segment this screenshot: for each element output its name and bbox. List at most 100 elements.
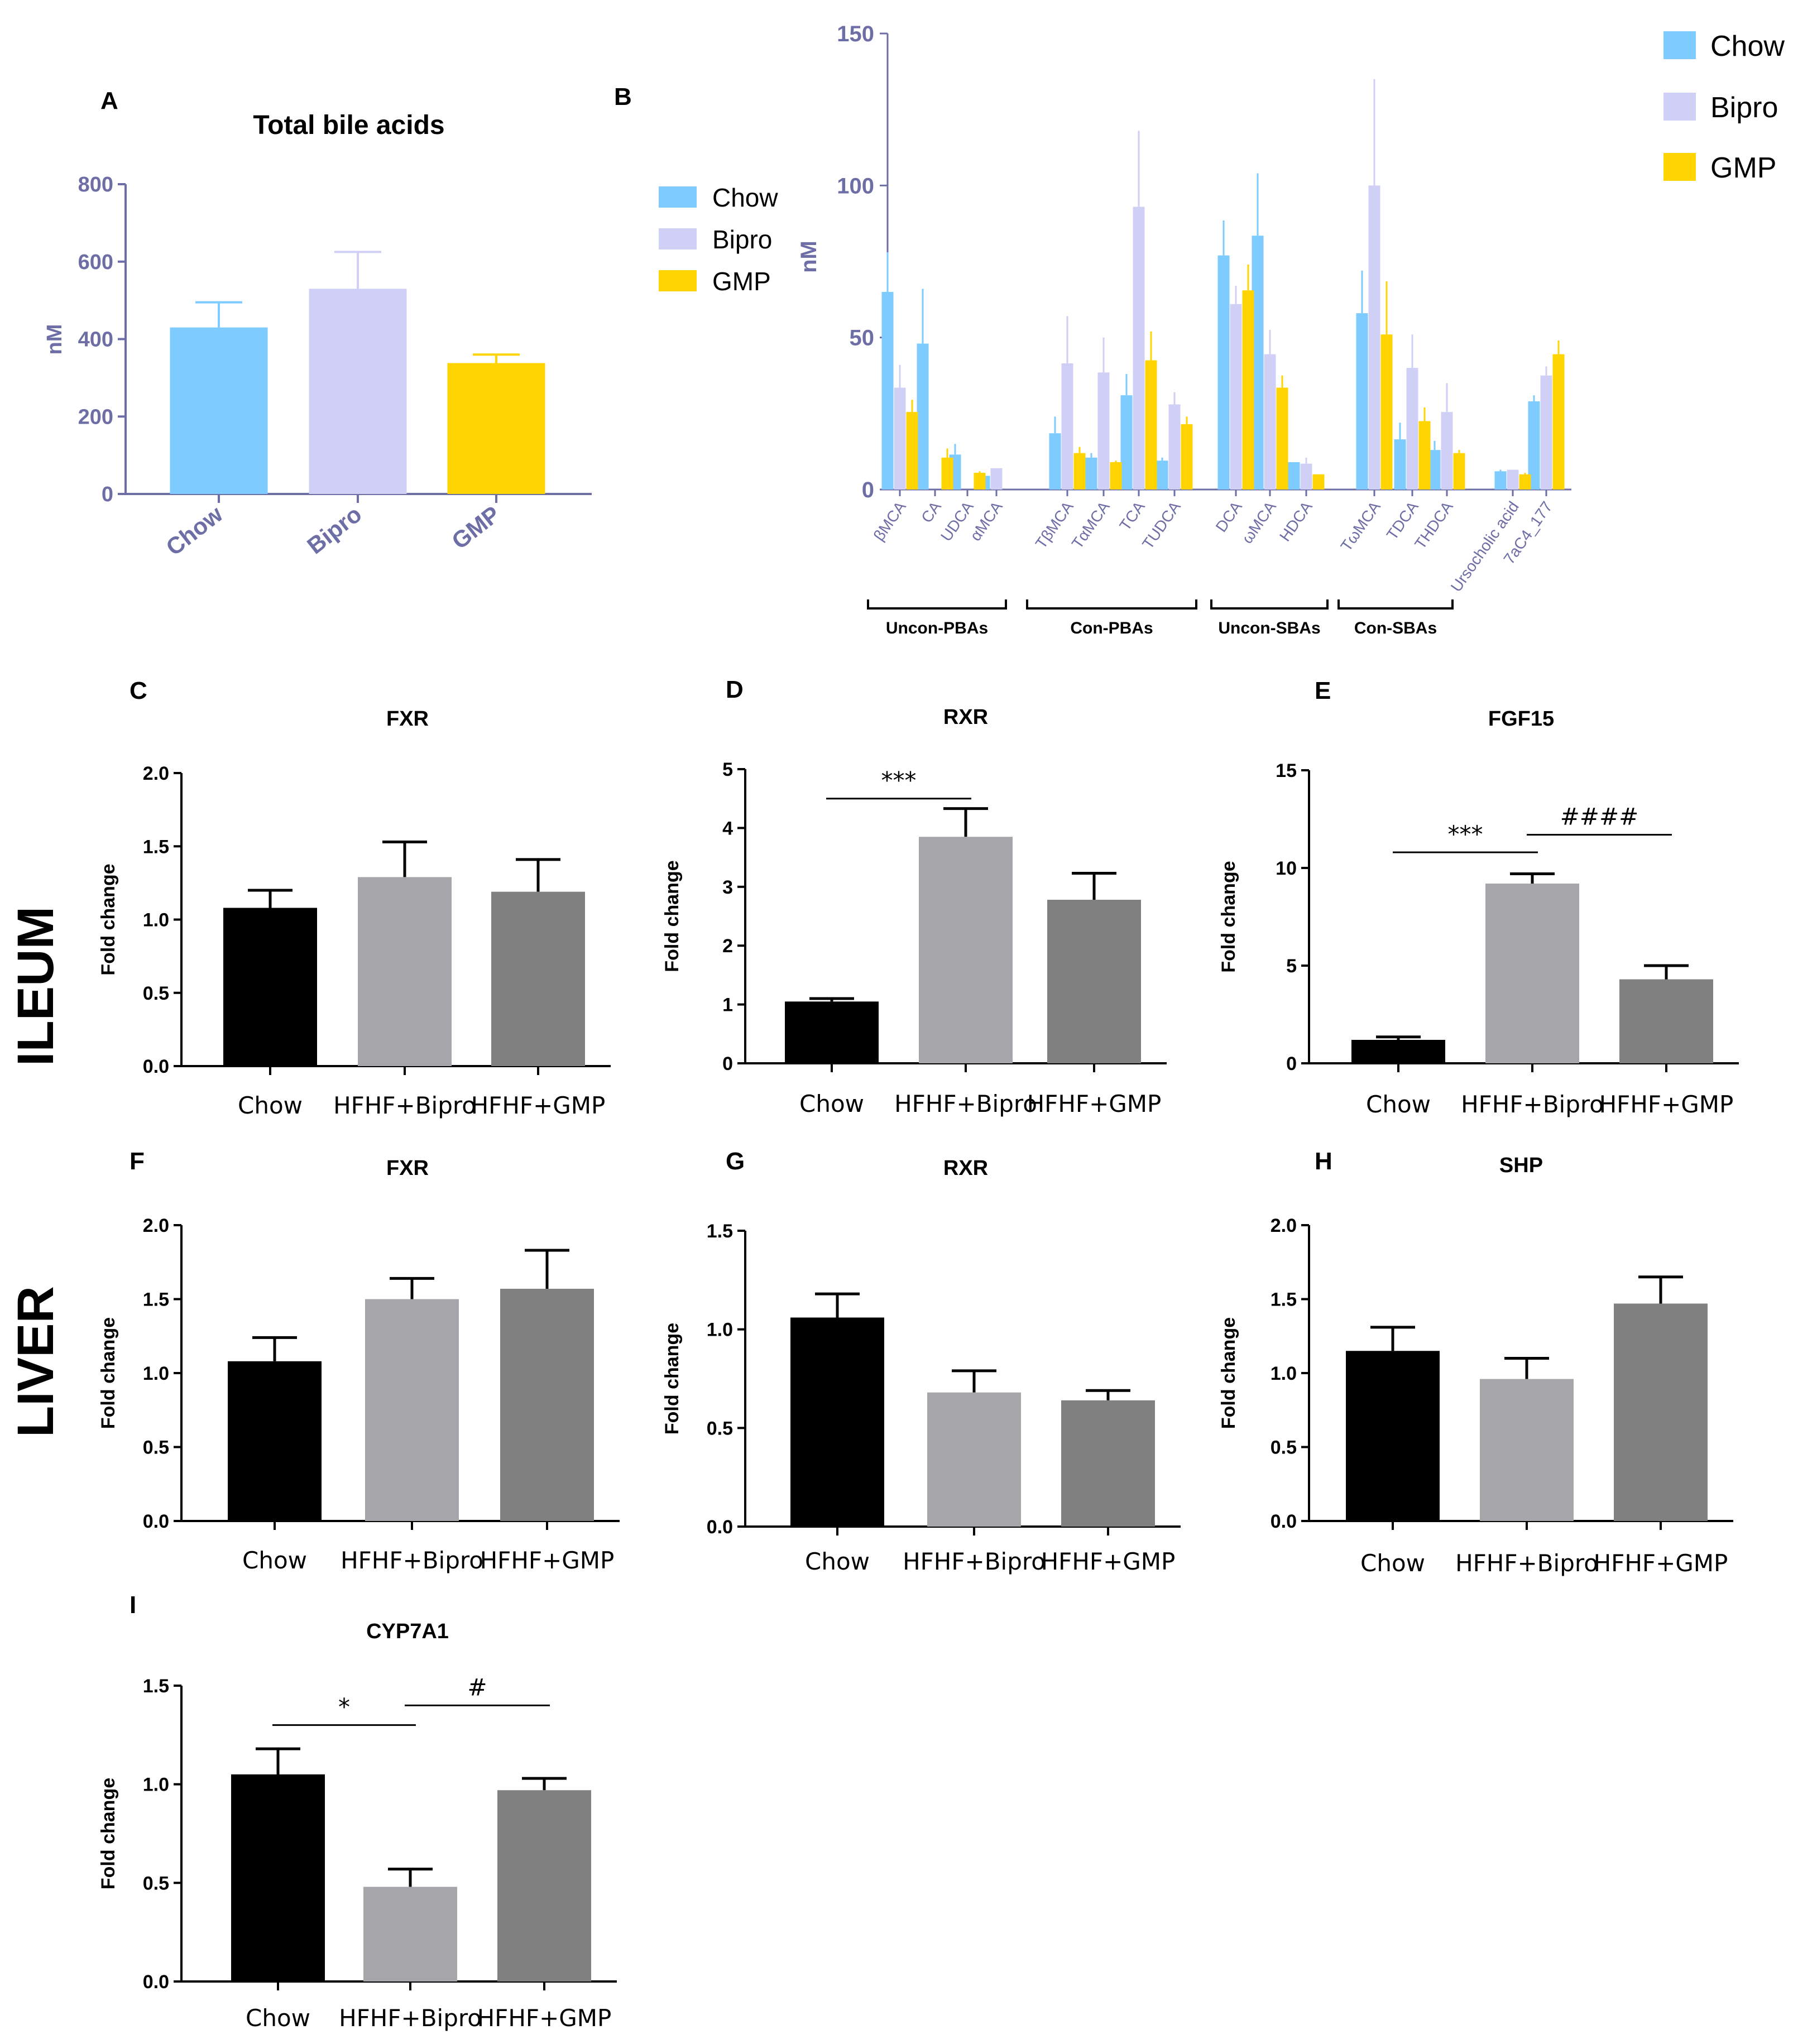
x-tick-label: HFHF+GMP (471, 1092, 606, 1119)
y-axis-label: Fold change (98, 1317, 119, 1429)
bar-gmp (447, 363, 545, 494)
bar (1619, 979, 1713, 1063)
x-tick-label: βMCA (870, 498, 910, 544)
bar-gmp (1453, 453, 1465, 490)
panel-letter: C (130, 677, 147, 704)
panel-letter: E (1315, 677, 1331, 704)
x-tick-label: HFHF+Bipro (894, 1090, 1037, 1117)
x-tick-label: Chow (246, 2004, 310, 2032)
bar-chow (1085, 457, 1097, 490)
group-label: Con-SBAs (1354, 619, 1437, 637)
legend-label: GMP (712, 267, 771, 296)
y-tick-label: 5 (1286, 956, 1297, 977)
bar-chow (1120, 395, 1133, 490)
bar-gmp (1552, 354, 1565, 490)
group-label: Uncon-PBAs (886, 619, 988, 637)
bar-bipro (1061, 363, 1073, 490)
x-tick-label: DCA (1212, 498, 1245, 535)
chart-title: RXR (943, 706, 988, 729)
panel-f: F FXR Fold change 0.0 0.5 1.0 1.5 2.0 Chow HFHF+B… (98, 1148, 620, 1574)
y-axis-label: nM (797, 241, 821, 273)
bar (919, 837, 1013, 1063)
bar (790, 1317, 884, 1527)
y-tick-label: 15 (1276, 760, 1297, 781)
x-tick-label: Chow (799, 1090, 864, 1117)
group-bracket (1210, 599, 1329, 610)
legend-label: GMP (1710, 152, 1776, 184)
bar-bipro (1507, 469, 1519, 490)
x-tick-label: HFHF+Bipro (339, 2004, 482, 2032)
bar-bipro (1368, 185, 1380, 490)
bar (1614, 1303, 1708, 1521)
bar-chow (881, 291, 894, 490)
bar-gmp (1276, 387, 1288, 490)
liver-label: LIVER (7, 1286, 64, 1437)
bar-gmp (1312, 474, 1325, 490)
chart-title: FGF15 (1488, 707, 1554, 731)
group-label: Con-PBAs (1070, 619, 1153, 637)
bar (927, 1392, 1021, 1527)
legend-swatch (659, 228, 697, 249)
bar-bipro (1230, 304, 1242, 490)
group-bracket (1337, 599, 1454, 610)
bar-bipro (894, 387, 906, 490)
bar (231, 1774, 325, 1981)
y-tick-label: 600 (78, 251, 113, 274)
y-tick-label: 1.0 (1271, 1363, 1297, 1384)
y-tick-label: 0.0 (1271, 1511, 1297, 1532)
panel-letter: D (726, 676, 744, 703)
bar-gmp (1519, 474, 1531, 490)
chart-title: FXR (386, 707, 429, 731)
x-tick-label: TUDCA (1139, 498, 1184, 552)
y-tick-label: 3 (722, 877, 733, 898)
legend-label: Chow (1710, 30, 1785, 63)
y-tick-label: 150 (837, 22, 874, 46)
x-tick-label: HFHF+Bipro (1461, 1091, 1604, 1118)
y-axis-label: Fold change (1218, 1317, 1239, 1429)
y-tick-label: 0.5 (1271, 1437, 1297, 1458)
bar-chow (917, 343, 929, 490)
bar-bipro (990, 468, 1003, 490)
bar-chow (1356, 313, 1368, 490)
y-tick-label: 2.0 (143, 1215, 169, 1236)
x-tick-label: Chow (1366, 1091, 1431, 1118)
bar-gmp (974, 473, 986, 490)
bar-chow (1528, 401, 1540, 490)
bar (500, 1288, 594, 1521)
panel-letter: B (614, 83, 632, 111)
x-tick-label: Chow (242, 1547, 307, 1574)
ileum-label: ILEUM (7, 906, 64, 1066)
bar (363, 1887, 457, 1981)
significance-label: #### (1560, 803, 1639, 831)
chart-title: SHP (1499, 1154, 1543, 1177)
x-tick-label: TαMCA (1068, 498, 1113, 551)
y-tick-label: 5 (722, 759, 733, 780)
bar (365, 1299, 459, 1521)
bar-chow (1252, 236, 1264, 490)
bar (1351, 1040, 1445, 1063)
y-axis-label: Fold change (1218, 861, 1239, 972)
legend-swatch (659, 270, 697, 291)
bar (228, 1361, 322, 1521)
bar-bipro (1264, 354, 1276, 490)
chart-title: RXR (943, 1157, 988, 1180)
bar (1047, 899, 1141, 1063)
y-tick-label: 0 (102, 483, 113, 506)
y-tick-label: 2.0 (1271, 1215, 1297, 1236)
legend-swatch (1663, 93, 1696, 121)
y-tick-label: 2 (722, 935, 733, 957)
legend-swatch (659, 186, 697, 208)
bar (497, 1790, 591, 1981)
y-tick-label: 400 (78, 328, 113, 352)
bar-chow (1394, 439, 1406, 490)
bar-chow (1428, 450, 1441, 490)
x-tick-label: TCA (1116, 498, 1148, 534)
y-axis-label: nM (43, 324, 66, 355)
x-tick-label: HFHF+Bipro (1455, 1549, 1598, 1577)
y-tick-label: 800 (78, 173, 113, 196)
x-tick-label: HFHF+GMP (1041, 1548, 1176, 1575)
y-tick-label: 0.5 (143, 1437, 169, 1458)
panel-g: G RXR Fold change 0.0 0.5 1.0 1.5 Chow HFHF+Bipr… (661, 1148, 1181, 1575)
y-axis-label: Fold change (661, 860, 683, 972)
